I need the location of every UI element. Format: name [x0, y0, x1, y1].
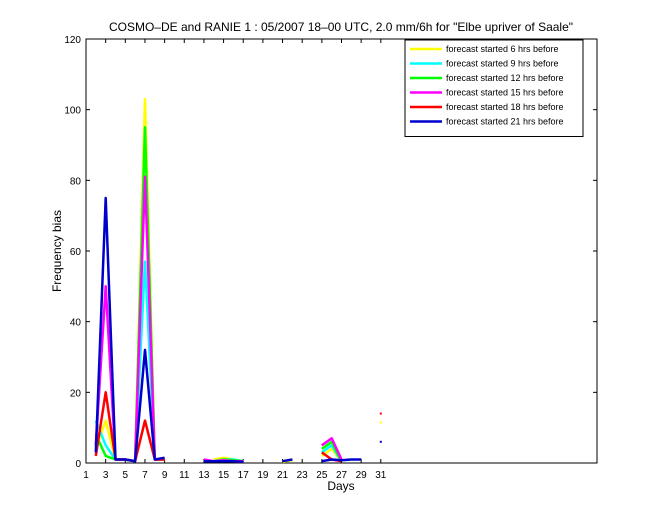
x-tick-label: 7 — [142, 470, 148, 481]
series-point-1 — [379, 421, 382, 424]
x-tick-label: 11 — [179, 470, 190, 481]
series-point-5 — [379, 412, 382, 415]
x-tick-label: 17 — [238, 470, 250, 481]
y-tick-label: 60 — [70, 247, 82, 258]
x-axis-label: Days — [327, 479, 354, 493]
y-tick-label: 20 — [70, 388, 82, 399]
y-tick-label: 40 — [70, 318, 82, 329]
legend: forecast started 6 hrs before forecast st… — [404, 39, 584, 137]
legend-label-4: forecast started 15 hrs before — [446, 88, 564, 98]
x-tick-label: 13 — [198, 470, 210, 481]
chart-title: COSMO–DE and RANIE 1 : 05/2007 18–00 UTC… — [109, 20, 573, 34]
y-axis-label: Frequency bias — [50, 210, 64, 292]
legend-label-2: forecast started 9 hrs before — [446, 59, 559, 69]
x-tick-label: 19 — [257, 470, 269, 481]
y-tick-label: 120 — [64, 35, 81, 46]
x-tick-label: 27 — [336, 470, 348, 481]
y-tick-label: 100 — [64, 106, 81, 117]
x-tick-label: 9 — [162, 470, 168, 481]
series-lines — [94, 97, 382, 464]
x-tick-label: 21 — [277, 470, 289, 481]
axis-ticks: 1 3 5 7 9 11 13 15 17 19 21 23 25 27 29 310204060801001… — [64, 35, 597, 481]
x-tick-label: 31 — [375, 470, 387, 481]
y-tick-label: 80 — [70, 176, 82, 187]
x-tick-label: 1 — [83, 470, 89, 481]
x-tick-label: 23 — [297, 470, 309, 481]
x-tick-label: 29 — [356, 470, 368, 481]
legend-label-5: forecast started 18 hrs before — [446, 102, 564, 112]
x-tick-label: 5 — [123, 470, 129, 481]
legend-label-6: forecast started 21 hrs before — [446, 117, 564, 127]
series-line-6 — [94, 196, 362, 464]
legend-label-1: forecast started 6 hrs before — [446, 44, 559, 54]
x-tick-label: 3 — [103, 470, 109, 481]
legend-label-3: forecast started 12 hrs before — [446, 73, 564, 83]
x-tick-label: 25 — [316, 470, 328, 481]
y-tick-label: 0 — [75, 459, 81, 470]
x-tick-label: 15 — [218, 470, 230, 481]
series-point-6 — [379, 440, 382, 443]
